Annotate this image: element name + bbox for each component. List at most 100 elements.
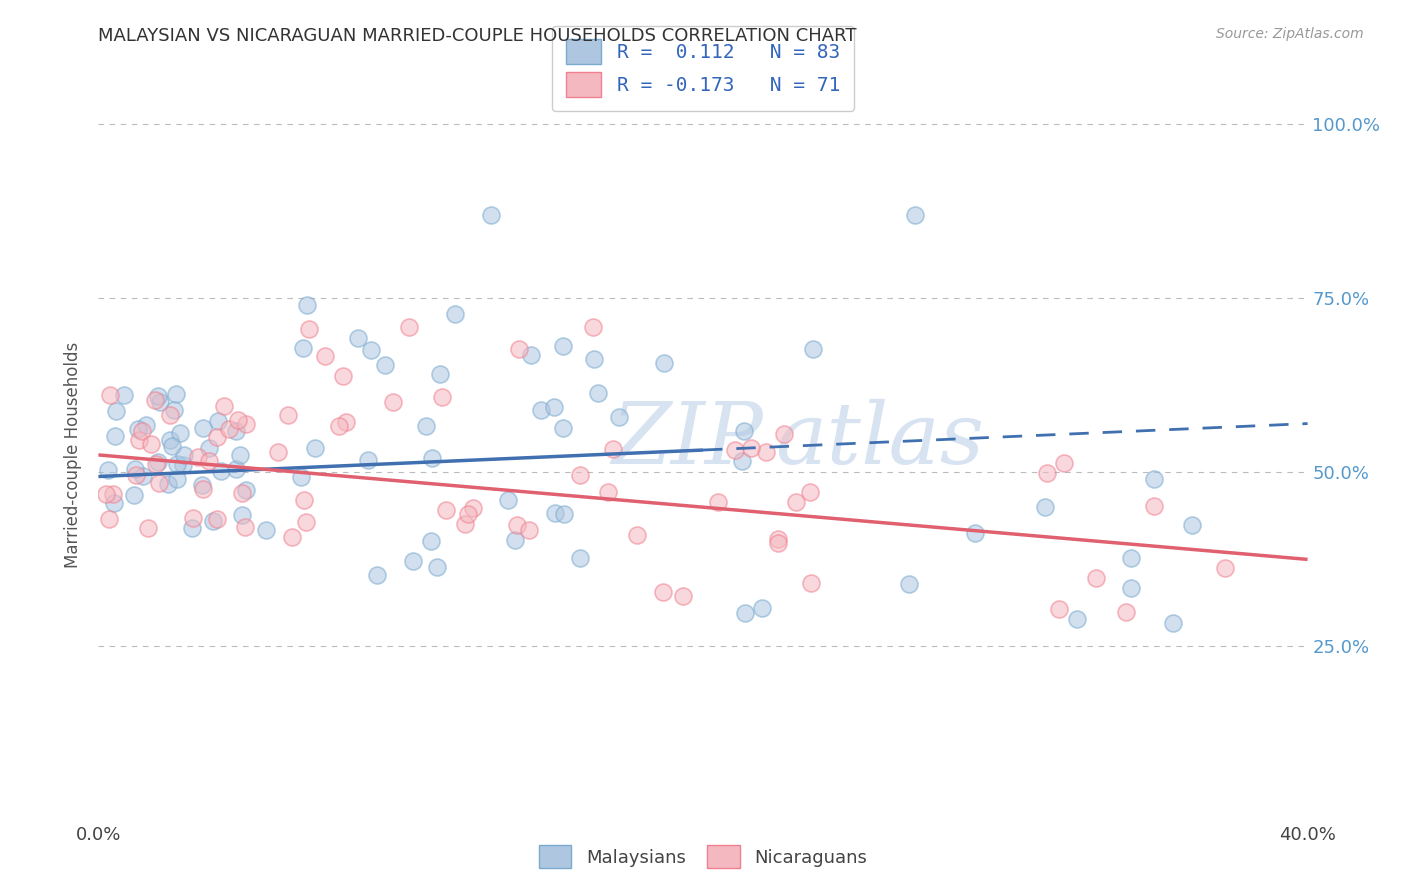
- Point: [731, 454, 754, 468]
- Point: [785, 495, 807, 509]
- Point: [290, 470, 312, 484]
- Point: [768, 536, 790, 550]
- Point: [207, 414, 229, 428]
- Point: [569, 550, 592, 565]
- Point: [181, 510, 204, 524]
- Text: ZIP: ZIP: [612, 399, 763, 482]
- Point: [582, 351, 605, 366]
- Point: [165, 386, 187, 401]
- Point: [904, 208, 927, 222]
- Point: [1142, 472, 1164, 486]
- Point: [602, 442, 624, 456]
- Point: [463, 501, 485, 516]
- Point: [149, 394, 172, 409]
- Point: [420, 450, 443, 465]
- Point: [1115, 605, 1137, 619]
- Point: [207, 512, 229, 526]
- Point: [1119, 581, 1142, 595]
- Point: [225, 462, 247, 476]
- Point: [145, 457, 167, 471]
- Point: [159, 433, 181, 447]
- Point: [228, 448, 250, 462]
- Point: [304, 441, 326, 455]
- Point: [295, 515, 318, 529]
- Point: [190, 478, 212, 492]
- Point: [292, 341, 315, 355]
- Point: [454, 516, 477, 531]
- Point: [1143, 499, 1166, 513]
- Point: [191, 421, 214, 435]
- Point: [148, 389, 170, 403]
- Point: [347, 331, 370, 345]
- Point: [205, 429, 228, 443]
- Point: [751, 600, 773, 615]
- Point: [173, 448, 195, 462]
- Point: [434, 503, 457, 517]
- Point: [235, 417, 257, 431]
- Point: [381, 395, 404, 409]
- Point: [231, 508, 253, 523]
- Point: [132, 469, 155, 483]
- Point: [799, 485, 821, 500]
- Point: [419, 534, 441, 549]
- Point: [1161, 616, 1184, 631]
- Point: [277, 408, 299, 422]
- Point: [530, 402, 553, 417]
- Point: [328, 419, 350, 434]
- Legend: Malaysians, Nicaraguans: Malaysians, Nicaraguans: [530, 836, 876, 878]
- Point: [551, 421, 574, 435]
- Point: [187, 450, 209, 464]
- Point: [218, 422, 240, 436]
- Point: [553, 508, 575, 522]
- Point: [457, 508, 479, 522]
- Point: [1181, 517, 1204, 532]
- Point: [740, 441, 762, 455]
- Point: [233, 520, 256, 534]
- Point: [1066, 612, 1088, 626]
- Point: [159, 408, 181, 422]
- Point: [1053, 457, 1076, 471]
- Point: [180, 521, 202, 535]
- Point: [146, 455, 169, 469]
- Point: [755, 445, 778, 459]
- Point: [298, 322, 321, 336]
- Point: [503, 533, 526, 547]
- Point: [135, 417, 157, 432]
- Point: [297, 298, 319, 312]
- Point: [122, 488, 145, 502]
- Point: [131, 424, 153, 438]
- Point: [398, 319, 420, 334]
- Point: [724, 442, 747, 457]
- Point: [506, 518, 529, 533]
- Point: [706, 494, 728, 508]
- Point: [335, 416, 357, 430]
- Point: [163, 402, 186, 417]
- Y-axis label: Married-couple Households: Married-couple Households: [65, 342, 83, 568]
- Point: [582, 320, 605, 334]
- Point: [157, 477, 180, 491]
- Point: [166, 457, 188, 471]
- Point: [1119, 551, 1142, 566]
- Point: [519, 523, 541, 537]
- Point: [586, 386, 609, 401]
- Point: [191, 483, 214, 497]
- Point: [104, 404, 127, 418]
- Point: [801, 342, 824, 356]
- Point: [366, 567, 388, 582]
- Point: [124, 461, 146, 475]
- Text: Source: ZipAtlas.com: Source: ZipAtlas.com: [1216, 27, 1364, 41]
- Point: [652, 356, 675, 370]
- Point: [598, 485, 620, 500]
- Point: [544, 506, 567, 520]
- Point: [568, 468, 591, 483]
- Point: [254, 523, 277, 537]
- Point: [225, 424, 247, 438]
- Point: [235, 483, 257, 497]
- Point: [652, 585, 675, 599]
- Point: [101, 486, 124, 500]
- Point: [425, 560, 447, 574]
- Text: MALAYSIAN VS NICARAGUAN MARRIED-COUPLE HOUSEHOLDS CORRELATION CHART: MALAYSIAN VS NICARAGUAN MARRIED-COUPLE H…: [98, 27, 856, 45]
- Point: [143, 393, 166, 408]
- Point: [766, 532, 789, 546]
- Point: [267, 445, 290, 459]
